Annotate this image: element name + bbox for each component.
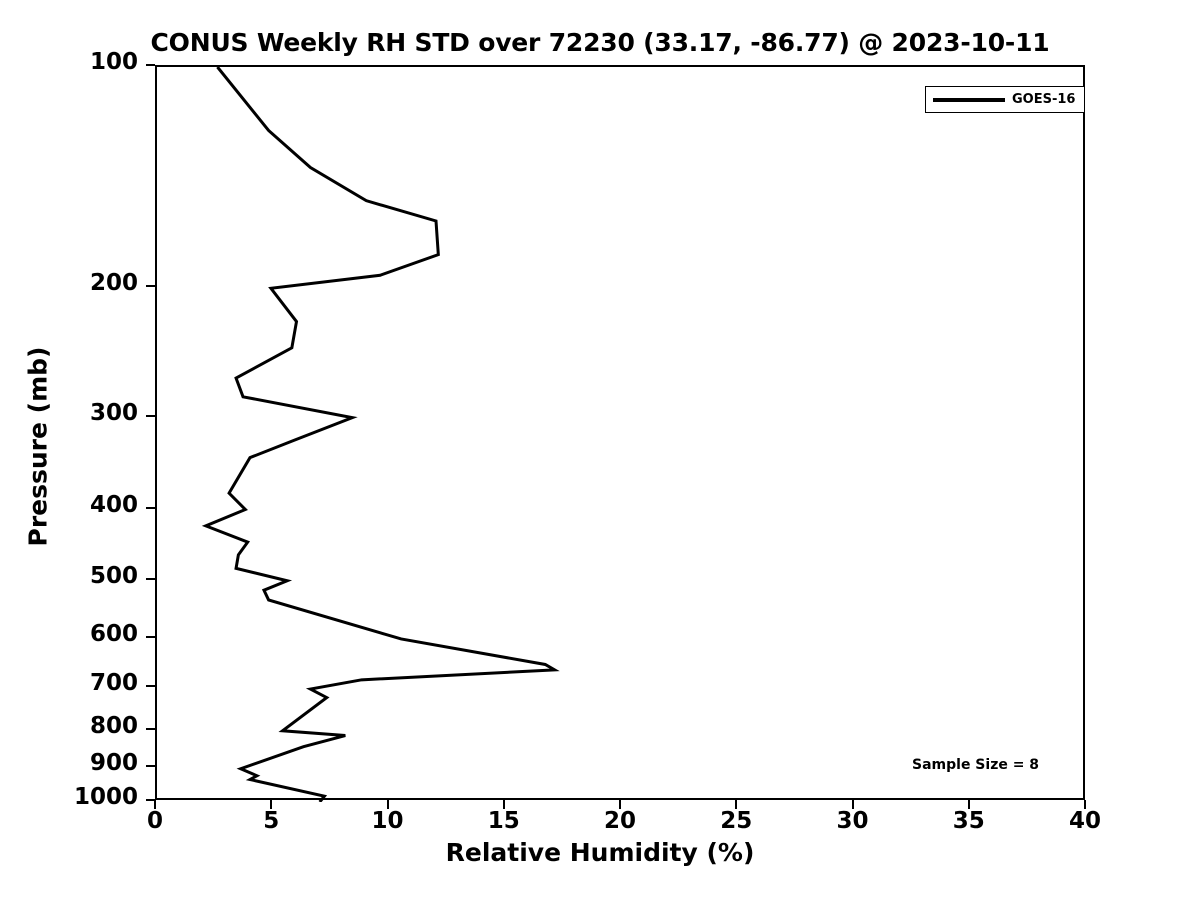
x-tick-mark bbox=[386, 800, 389, 809]
x-tick-label: 30 bbox=[836, 808, 869, 834]
x-tick-label: 5 bbox=[263, 808, 280, 834]
y-tick-mark bbox=[146, 799, 155, 801]
x-tick-label: 20 bbox=[603, 808, 637, 834]
x-tick-mark bbox=[851, 800, 854, 809]
x-tick-mark bbox=[735, 800, 738, 809]
y-tick-mark bbox=[146, 64, 155, 66]
y-tick-label: 400 bbox=[89, 491, 138, 518]
legend: GOES-16 bbox=[925, 86, 1086, 113]
x-tick-mark bbox=[502, 800, 505, 809]
x-tick-label: 35 bbox=[952, 808, 985, 834]
y-tick-label: 200 bbox=[89, 270, 138, 297]
y-tick-mark bbox=[146, 685, 155, 688]
x-axis-label: Relative Humidity (%) bbox=[445, 838, 755, 867]
legend-item-label: GOES-16 bbox=[1012, 92, 1076, 107]
x-tick-mark bbox=[967, 800, 970, 809]
y-tick-label: 600 bbox=[89, 620, 138, 647]
x-tick-mark bbox=[1084, 800, 1086, 809]
y-tick-mark bbox=[146, 414, 155, 417]
y-axis-label: Pressure (mb) bbox=[23, 346, 53, 547]
x-tick-label: 0 bbox=[146, 808, 164, 834]
y-tick-label: 800 bbox=[89, 712, 138, 739]
x-tick-label: 25 bbox=[720, 808, 753, 834]
y-tick-label: 300 bbox=[89, 399, 138, 426]
y-tick-mark bbox=[146, 635, 155, 638]
y-tick-label: 100 bbox=[89, 49, 138, 75]
page-title: CONUS Weekly RH STD over 72230 (33.17, -… bbox=[150, 28, 1050, 57]
data-series-canvas bbox=[201, 67, 560, 802]
sample-size-annotation: Sample Size = 8 bbox=[912, 757, 1040, 773]
y-tick-label: 900 bbox=[89, 750, 138, 777]
y-tick-label: 1000 bbox=[73, 784, 138, 810]
x-tick-mark bbox=[154, 800, 156, 809]
x-tick-label: 40 bbox=[1068, 808, 1102, 834]
y-tick-mark bbox=[146, 765, 155, 768]
y-tick-label: 500 bbox=[89, 562, 138, 589]
y-tick-mark bbox=[146, 506, 155, 509]
x-tick-mark bbox=[270, 800, 273, 809]
series-line-goes-16 bbox=[201, 67, 560, 802]
y-tick-mark bbox=[146, 285, 155, 288]
x-tick-mark bbox=[619, 800, 621, 809]
y-tick-label: 700 bbox=[89, 670, 138, 697]
plot-area bbox=[155, 65, 1085, 802]
y-tick-mark bbox=[146, 577, 155, 580]
x-tick-label: 15 bbox=[487, 808, 520, 834]
legend-line-swatch bbox=[933, 97, 1005, 102]
y-tick-mark bbox=[146, 727, 155, 730]
x-tick-label: 10 bbox=[371, 808, 404, 834]
